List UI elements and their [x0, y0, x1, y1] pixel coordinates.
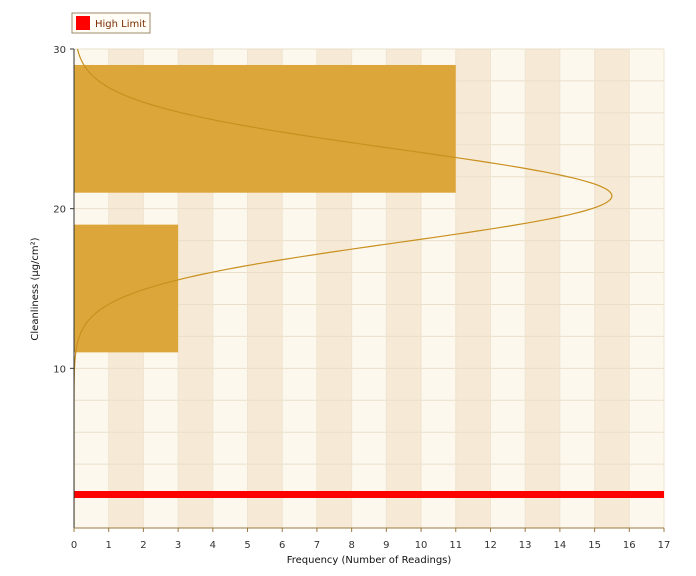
x-tick-label: 8: [348, 540, 354, 551]
y-tick-labels: 10 20 30: [53, 45, 74, 375]
x-tick-label: 2: [140, 540, 146, 551]
x-tick-label: 1: [106, 540, 112, 551]
legend-box: [71, 12, 151, 34]
column-stripe: [455, 49, 491, 528]
axes: [73, 49, 664, 529]
column-stripe: [594, 49, 630, 528]
x-tick-label: 16: [623, 540, 636, 551]
distribution-curve: [74, 49, 613, 528]
x-tick-label: 4: [210, 540, 216, 551]
y-tick-label: 20: [53, 205, 66, 216]
x-axis-title: Frequency (Number of Readings): [287, 555, 452, 566]
x-tick-label: 3: [175, 540, 181, 551]
x-tick-label: 9: [383, 540, 389, 551]
x-tick-label: 7: [314, 540, 320, 551]
x-tick-label: 14: [554, 540, 567, 551]
legend[interactable]: High Limit: [71, 12, 151, 34]
distribution-curve-layer: [74, 49, 613, 528]
x-tick-label: 15: [588, 540, 601, 551]
x-tick-label: 12: [484, 540, 497, 551]
x-tick-label: 6: [279, 540, 285, 551]
y-axis-title: Cleanliness (µg/cm²): [30, 237, 41, 340]
legend-swatch: [76, 16, 90, 30]
x-tick-label: 5: [244, 540, 250, 551]
x-tick-labels: 0 1 2 3 4 5 6 7 8 9 10 11 12 13 14 15 16 17: [71, 528, 671, 551]
y-tick-label: 10: [53, 364, 66, 375]
column-stripe: [525, 49, 560, 528]
x-tick-label: 0: [71, 540, 77, 551]
x-tick-label: 13: [519, 540, 532, 551]
x-tick-label: 11: [449, 540, 462, 551]
legend-label-high-limit: High Limit: [95, 19, 146, 30]
y-tick-label: 30: [53, 45, 66, 56]
x-tick-label: 10: [415, 540, 428, 551]
x-tick-label: 17: [658, 540, 671, 551]
histogram-bar: [74, 224, 179, 353]
